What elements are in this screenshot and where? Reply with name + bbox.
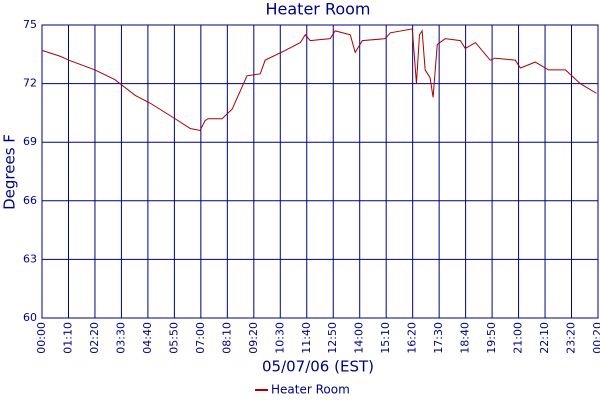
- x-tick-label: 10:30: [273, 322, 286, 354]
- x-tick-label: 05:50: [167, 322, 180, 354]
- y-tick-label: 60: [23, 311, 37, 324]
- x-tick-label: 01:10: [61, 322, 74, 354]
- y-tick-label: 63: [23, 252, 37, 265]
- x-tick-label: 23:20: [565, 322, 578, 354]
- x-tick-label: 15:10: [379, 322, 392, 354]
- x-tick-label: 00:00: [35, 322, 48, 354]
- x-tick-label: 02:20: [88, 322, 101, 354]
- x-tick-label: 22:10: [538, 322, 551, 354]
- y-tick-label: 75: [23, 18, 37, 31]
- plot-area: [41, 24, 599, 319]
- y-tick-label: 66: [23, 194, 37, 207]
- y-tick-label: 72: [23, 77, 37, 90]
- chart-title: Heater Room: [265, 0, 370, 19]
- x-tick-label: 04:40: [141, 322, 154, 354]
- x-tick-label: 18:40: [459, 322, 472, 354]
- x-tick-label: 11:40: [300, 322, 313, 354]
- y-tick-label: 69: [23, 135, 37, 148]
- x-tick-label: 12:50: [326, 322, 339, 354]
- legend-label: Heater Room: [271, 383, 350, 397]
- x-tick-label: 19:50: [485, 322, 498, 354]
- x-tick-label: 03:30: [114, 322, 127, 354]
- x-tick-label: 09:20: [247, 322, 260, 354]
- x-tick-label: 21:00: [512, 322, 525, 354]
- data-line: [41, 28, 597, 132]
- x-tick-label: 17:30: [432, 322, 445, 354]
- x-tick-label: 00:20: [591, 322, 600, 354]
- x-tick-label: 16:20: [406, 322, 419, 354]
- x-axis-label: 05/07/06 (EST): [262, 358, 374, 376]
- x-tick-label: 08:10: [220, 322, 233, 354]
- y-axis-label: Degrees F: [1, 134, 19, 210]
- x-tick-label: 07:00: [194, 322, 207, 354]
- x-tick-label: 14:00: [353, 322, 366, 354]
